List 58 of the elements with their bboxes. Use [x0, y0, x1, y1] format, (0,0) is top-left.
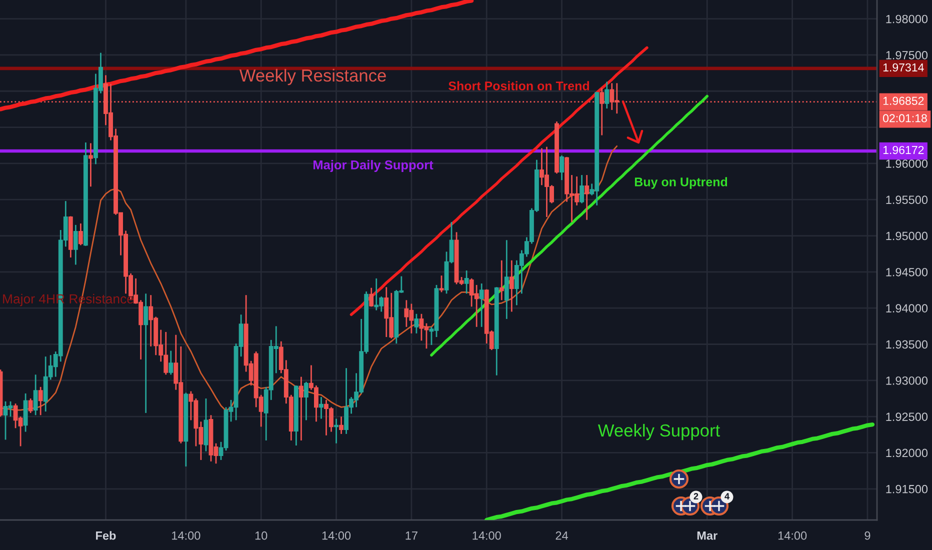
candlestick	[78, 222, 83, 246]
y-tick-label: 1.93000	[886, 376, 928, 385]
ref-line-label: 1.97314	[883, 63, 924, 72]
candlestick	[439, 274, 444, 293]
candlestick	[38, 386, 43, 416]
y-tick-label: 1.97500	[886, 51, 928, 60]
candlestick	[509, 260, 514, 312]
x-tick-label: Feb	[96, 531, 116, 540]
annotation: Weekly Resistance	[239, 68, 386, 86]
ref-line-label: 1.96852	[883, 96, 924, 105]
candlestick	[604, 81, 610, 110]
x-tick-label: 14:00	[172, 531, 200, 540]
y-tick-label: 1.95500	[886, 196, 928, 204]
annotation: 4	[724, 493, 730, 500]
candlestick	[580, 174, 584, 204]
candlestick	[339, 416, 344, 435]
x-tick-label: 9	[864, 531, 870, 540]
annotation: Short Position on Trend	[448, 81, 590, 90]
candlestick	[334, 418, 338, 444]
annotation: Major Daily Support	[314, 160, 434, 172]
candlestick	[560, 154, 564, 181]
y-tick-label: 1.94500	[886, 268, 928, 276]
annotation: Weekly Support	[598, 424, 720, 440]
candlestick	[144, 292, 148, 414]
candlestick	[33, 374, 38, 416]
candlestick	[464, 270, 469, 294]
x-tick-label: 24	[556, 531, 568, 540]
x-tick-label: Mar	[697, 532, 718, 540]
candlestick	[28, 398, 33, 414]
x-tick-label: 14:00	[472, 531, 501, 540]
candlestick	[73, 224, 78, 266]
y-tick-label: 1.91500	[886, 484, 928, 494]
y-tick-label: 1.98000	[886, 14, 928, 24]
candlestick	[414, 313, 419, 334]
candlestick	[304, 381, 308, 421]
y-tick-label: 1.92500	[886, 412, 928, 421]
x-tick-label: 10	[255, 531, 268, 540]
y-tick-label: 1.95000	[886, 232, 928, 240]
candlestick	[479, 282, 484, 328]
ref-line-label: 1.96172	[883, 146, 924, 154]
candlestick	[298, 376, 304, 442]
text: 02:01:18	[883, 114, 927, 122]
x-tick-label: 17	[406, 532, 418, 540]
candlestick	[88, 142, 93, 188]
candlestick	[319, 396, 324, 420]
y-tick-label: 1.92000	[886, 448, 928, 458]
candlestick	[369, 287, 374, 308]
x-tick-label: 14:00	[322, 531, 351, 540]
x-tick-label: 14:00	[778, 531, 807, 540]
candlestick	[584, 174, 590, 221]
candlestick	[168, 350, 174, 376]
candlestick	[499, 260, 504, 301]
y-tick-label: 1.94000	[886, 304, 928, 312]
annotation: Buy on Uptrend	[634, 177, 728, 189]
y-tick-label: 1.96000	[886, 159, 928, 168]
annotation: 2	[694, 493, 698, 500]
y-tick-label: 1.93500	[886, 340, 928, 349]
candlestick	[504, 239, 509, 320]
